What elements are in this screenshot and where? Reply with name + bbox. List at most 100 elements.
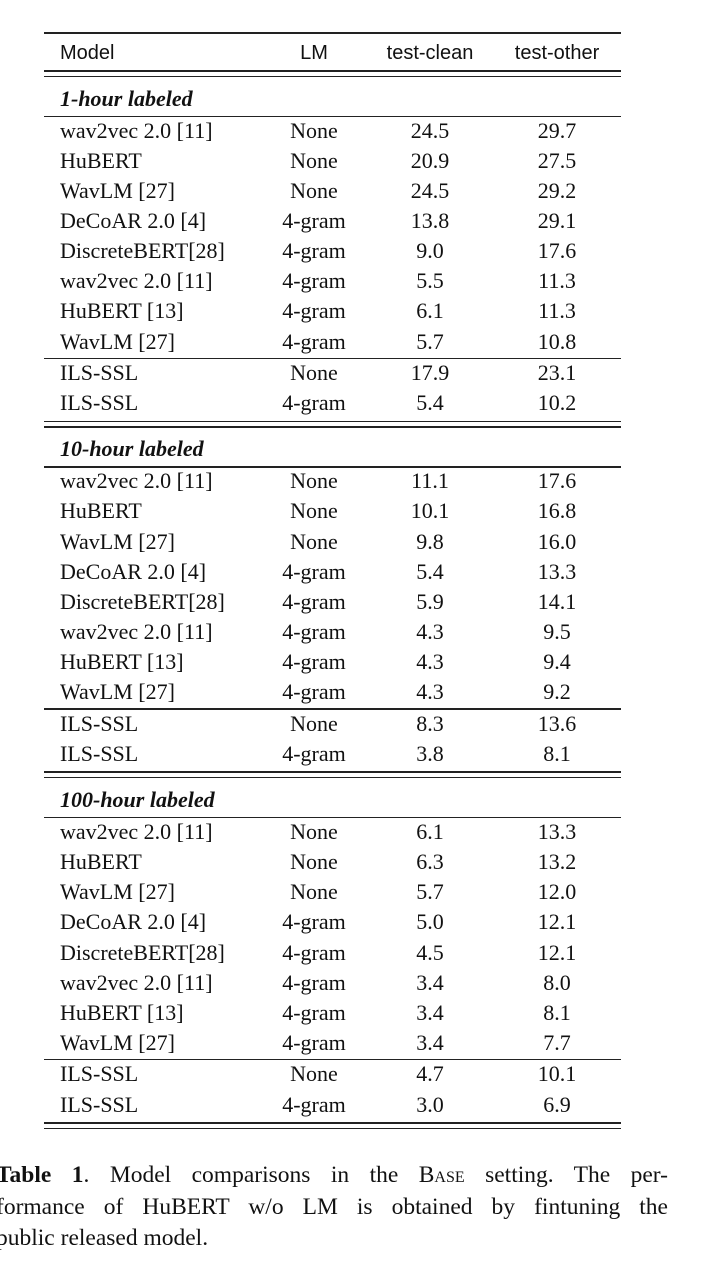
cell: None xyxy=(290,849,338,875)
rule xyxy=(44,426,621,428)
cell: wav2vec 2.0 [11] xyxy=(60,818,213,844)
cell: 4-gram xyxy=(282,298,346,324)
cell: WavLM [27] xyxy=(60,679,175,705)
cell: 4-gram xyxy=(282,909,346,935)
caption-label: Table 1 xyxy=(0,1162,84,1188)
cell: 11.1 xyxy=(411,468,449,494)
rule xyxy=(44,115,621,117)
rule xyxy=(44,75,621,77)
cell: wav2vec 2.0 [11] xyxy=(60,117,213,143)
section-title: 100-hour labeled xyxy=(60,786,215,812)
rule xyxy=(44,32,621,34)
section-title: 10-hour labeled xyxy=(60,436,204,462)
cell: WavLM [27] xyxy=(60,177,175,203)
cell: 4.3 xyxy=(416,618,444,644)
cell: 4-gram xyxy=(282,740,346,766)
cell: 24.5 xyxy=(410,177,450,203)
cell: 4-gram xyxy=(282,207,346,233)
cell: WavLM [27] xyxy=(60,528,175,554)
cell: 4-gram xyxy=(282,268,346,294)
cell: WavLM [27] xyxy=(60,328,175,354)
cell: 7.7 xyxy=(543,1029,571,1055)
cell: 4-gram xyxy=(282,969,346,995)
header-cell: LM xyxy=(300,42,328,64)
rule xyxy=(44,466,621,468)
cell: DiscreteBERT[28] xyxy=(60,939,225,965)
cell: 9.2 xyxy=(543,679,571,705)
cell: None xyxy=(290,710,338,736)
cell: 9.4 xyxy=(543,649,571,675)
cell: 4.7 xyxy=(416,1061,444,1087)
cell: ILS-SSL xyxy=(60,1061,139,1087)
cell: HuBERT [13] xyxy=(60,649,184,675)
cell: 5.5 xyxy=(416,268,444,294)
cell: wav2vec 2.0 [11] xyxy=(60,618,213,644)
cell: 8.0 xyxy=(543,969,571,995)
cell: 17.6 xyxy=(537,468,577,494)
cell: 4-gram xyxy=(282,939,346,965)
cell: 29.1 xyxy=(537,207,577,233)
cell: 10.1 xyxy=(410,498,450,524)
caption: Table 1. Model comparisons in the Base s… xyxy=(0,1160,668,1255)
cell: 4-gram xyxy=(282,618,346,644)
cell: 3.8 xyxy=(416,740,444,766)
cell: None xyxy=(290,818,338,844)
cell: 27.5 xyxy=(537,147,577,173)
cell: None xyxy=(290,117,338,143)
cell: HuBERT xyxy=(60,849,142,875)
cell: None xyxy=(290,528,338,554)
rule xyxy=(44,1058,621,1061)
cell: ILS-SSL xyxy=(60,740,139,766)
cell: HuBERT [13] xyxy=(60,999,184,1025)
cell: 4-gram xyxy=(282,679,346,705)
cell: None xyxy=(290,498,338,524)
cell: 4-gram xyxy=(282,588,346,614)
cell: 9.0 xyxy=(416,238,444,264)
cell: 9.8 xyxy=(416,528,444,554)
cell: ILS-SSL xyxy=(60,360,139,386)
rule xyxy=(44,1127,621,1130)
cell: DeCoAR 2.0 [4] xyxy=(60,558,207,584)
rule xyxy=(44,70,621,72)
cell: 6.1 xyxy=(416,298,444,324)
cell: wav2vec 2.0 [11] xyxy=(60,468,213,494)
cell: ILS-SSL xyxy=(60,710,139,736)
caption-line: public released model. xyxy=(0,1225,209,1251)
cell: 10.8 xyxy=(537,328,577,354)
cell: 29.2 xyxy=(537,177,577,203)
cell: 4.3 xyxy=(416,679,444,705)
cell: None xyxy=(290,360,338,386)
cell: 4-gram xyxy=(282,1091,346,1117)
cell: HuBERT [13] xyxy=(60,298,184,324)
cell: 12.1 xyxy=(537,939,577,965)
header-cell: Model xyxy=(60,42,115,64)
cell: None xyxy=(290,468,338,494)
cell: WavLM [27] xyxy=(60,1029,175,1055)
cell: 3.4 xyxy=(416,999,444,1025)
cell: 6.3 xyxy=(416,849,444,875)
header-cell: test-clean xyxy=(386,42,474,64)
cell: 13.3 xyxy=(537,558,577,584)
cell: 6.9 xyxy=(543,1091,571,1117)
caption-line: formance of HuBERT w/o LM is obtained by… xyxy=(0,1193,668,1220)
cell: 4-gram xyxy=(282,999,346,1025)
cell: 4.3 xyxy=(416,649,444,675)
cell: 5.7 xyxy=(416,328,444,354)
header-cell: test-other xyxy=(514,42,600,64)
caption-text: Base xyxy=(418,1162,465,1188)
cell: 17.9 xyxy=(410,360,450,386)
cell: 11.3 xyxy=(538,298,576,324)
cell: 17.6 xyxy=(537,238,577,264)
cell: WavLM [27] xyxy=(60,879,175,905)
cell: None xyxy=(290,177,338,203)
cell: 5.4 xyxy=(416,390,444,416)
cell: 4-gram xyxy=(282,238,346,264)
cell: 6.1 xyxy=(416,818,444,844)
cell: DiscreteBERT[28] xyxy=(60,588,225,614)
cell: None xyxy=(290,147,338,173)
cell: 4.5 xyxy=(416,939,444,965)
section-title: 1-hour labeled xyxy=(60,85,193,111)
cell: 4-gram xyxy=(282,558,346,584)
cell: 8.3 xyxy=(416,710,444,736)
